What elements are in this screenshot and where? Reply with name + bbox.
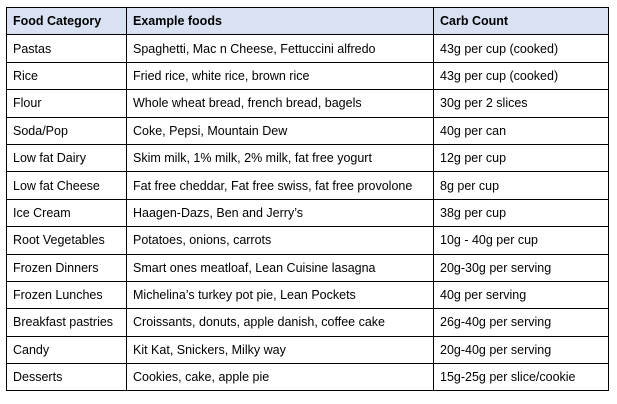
food-category-cell: Ice Cream [6,198,127,228]
food-category-cell: Low fat Dairy [6,143,127,173]
table-row: Root Vegetables Potatoes, onions, carrot… [6,226,609,255]
table-row: Pastas Spaghetti, Mac n Cheese, Fettucci… [6,34,609,63]
header-carb-count: Carb Count [433,6,609,36]
carb-count-cell: 10g - 40g per cup [433,226,609,255]
food-category-cell: Breakfast pastries [6,308,127,337]
food-category-cell: Soda/Pop [6,116,127,145]
header-example-foods: Example foods [126,6,434,36]
carb-count-cell: 15g-25g per slice/cookie [433,363,609,392]
food-category-cell: Root Vegetables [6,226,127,255]
food-category-cell: Pastas [6,34,127,63]
carb-count-cell: 30g per 2 slices [433,89,609,118]
example-foods-cell: Spaghetti, Mac n Cheese, Fettuccini alfr… [126,34,434,63]
header-row: Food Category Example foods Carb Count [6,6,609,36]
table-row: Desserts Cookies, cake, apple pie 15g-25… [6,363,609,392]
example-foods-cell: Whole wheat bread, french bread, bagels [126,89,434,118]
example-foods-cell: Croissants, donuts, apple danish, coffee… [126,308,434,337]
food-category-cell: Rice [6,61,127,91]
food-category-cell: Frozen Lunches [6,280,127,310]
food-category-cell: Candy [6,335,127,365]
example-foods-cell: Michelina’s turkey pot pie, Lean Pockets [126,280,434,310]
carb-count-cell: 40g per can [433,116,609,145]
food-category-cell: Desserts [6,363,127,392]
carb-count-cell: 20g-40g per serving [433,335,609,365]
table-row: Soda/Pop Coke, Pepsi, Mountain Dew 40g p… [6,116,609,145]
table-row: Frozen Lunches Michelina’s turkey pot pi… [6,280,609,310]
table-row: Breakfast pastries Croissants, donuts, a… [6,308,609,337]
carb-count-cell: 20g-30g per serving [433,253,609,282]
table-row: Low fat Dairy Skim milk, 1% milk, 2% mil… [6,143,609,173]
table-row: Rice Fried rice, white rice, brown rice … [6,61,609,91]
carb-count-cell: 12g per cup [433,143,609,173]
table-row: Candy Kit Kat, Snickers, Milky way 20g-4… [6,335,609,365]
example-foods-cell: Kit Kat, Snickers, Milky way [126,335,434,365]
carb-count-cell: 26g-40g per serving [433,308,609,337]
table-row: Low fat Cheese Fat free cheddar, Fat fre… [6,171,609,200]
carb-count-cell: 40g per serving [433,280,609,310]
table-row: Ice Cream Haagen-Dazs, Ben and Jerry’s 3… [6,198,609,228]
example-foods-cell: Fat free cheddar, Fat free swiss, fat fr… [126,171,434,200]
example-foods-cell: Potatoes, onions, carrots [126,226,434,255]
example-foods-cell: Coke, Pepsi, Mountain Dew [126,116,434,145]
carb-count-cell: 43g per cup (cooked) [433,34,609,63]
table-row: Frozen Dinners Smart ones meatloaf, Lean… [6,253,609,282]
table-header: Food Category Example foods Carb Count [6,6,609,36]
header-food-category: Food Category [6,6,127,36]
carb-count-cell: 43g per cup (cooked) [433,61,609,91]
example-foods-cell: Smart ones meatloaf, Lean Cuisine lasagn… [126,253,434,282]
example-foods-cell: Cookies, cake, apple pie [126,363,434,392]
food-category-cell: Frozen Dinners [6,253,127,282]
carb-count-table: Food Category Example foods Carb Count P… [6,6,609,392]
example-foods-cell: Haagen-Dazs, Ben and Jerry’s [126,198,434,228]
food-category-cell: Low fat Cheese [6,171,127,200]
carb-count-cell: 8g per cup [433,171,609,200]
table-row: Flour Whole wheat bread, french bread, b… [6,89,609,118]
carb-count-cell: 38g per cup [433,198,609,228]
food-category-cell: Flour [6,89,127,118]
example-foods-cell: Fried rice, white rice, brown rice [126,61,434,91]
table-body: Pastas Spaghetti, Mac n Cheese, Fettucci… [6,34,609,392]
example-foods-cell: Skim milk, 1% milk, 2% milk, fat free yo… [126,143,434,173]
